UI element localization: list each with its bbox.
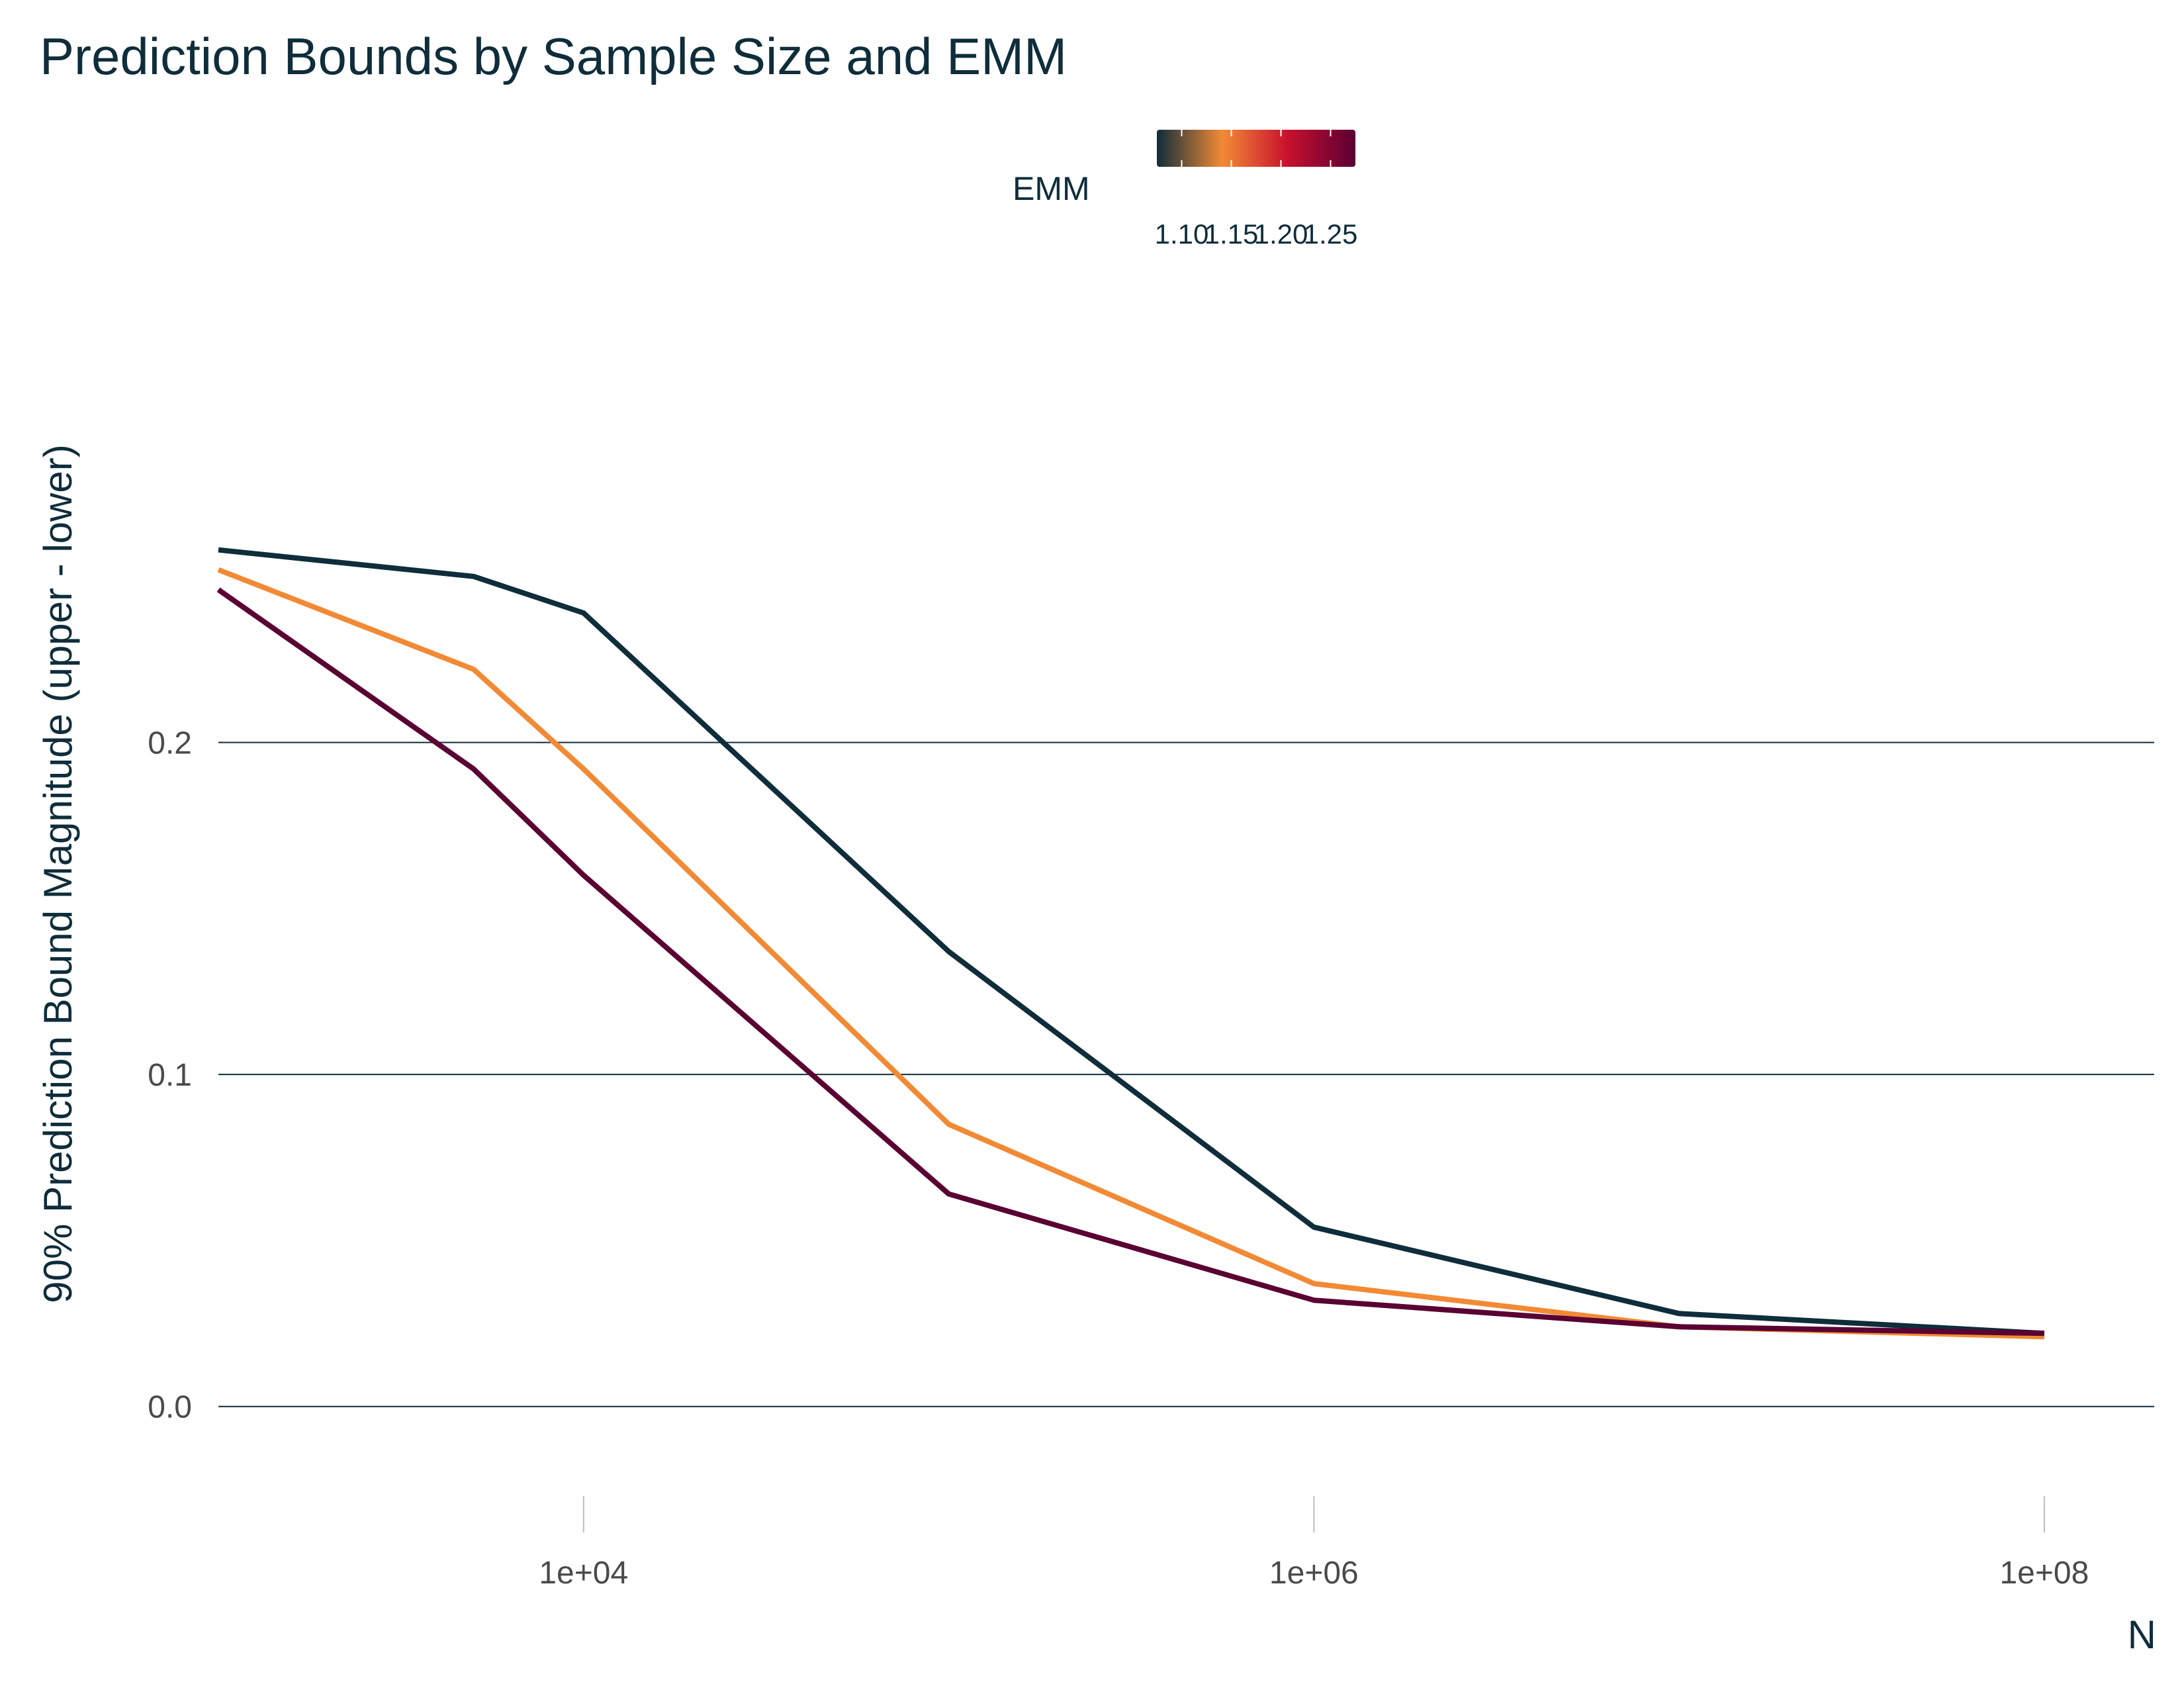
y-tick-label: 0.0 [148, 1390, 192, 1425]
x-tick-label: 1e+04 [539, 1556, 628, 1591]
x-axis: 1e+04 1e+06 1e+08 [539, 1496, 2089, 1591]
x-tick-label: 1e+08 [1999, 1556, 2089, 1591]
chart-title: Prediction Bounds by Sample Size and EMM [40, 27, 1068, 85]
series-line [217, 567, 2045, 1340]
y-axis-title: 90% Prediction Bound Magnitude (upper - … [36, 444, 80, 1303]
color-legend: EMM 1.101.151.201.25 [1013, 130, 1357, 250]
y-axis: 0.0 0.1 0.2 [148, 726, 192, 1425]
x-tick-label: 1e+06 [1269, 1556, 1359, 1591]
legend-colorbar [1157, 130, 1355, 167]
series-layer [216, 547, 2045, 1340]
legend-tick-label: 1.15 [1205, 218, 1259, 250]
legend-tick-label: 1.10 [1155, 218, 1209, 250]
grid-layer [218, 741, 2154, 1407]
series-line [218, 547, 2045, 1336]
series-line [216, 587, 2044, 1336]
legend-tick-label: 1.25 [1304, 218, 1358, 250]
y-tick-label: 0.2 [148, 726, 192, 761]
legend-tick-label: 1.20 [1254, 218, 1308, 250]
legend-title: EMM [1013, 170, 1090, 207]
legend-ticks: 1.101.151.201.25 [1155, 130, 1358, 250]
x-axis-title: N [2128, 1613, 2156, 1657]
y-tick-label: 0.1 [148, 1058, 192, 1093]
